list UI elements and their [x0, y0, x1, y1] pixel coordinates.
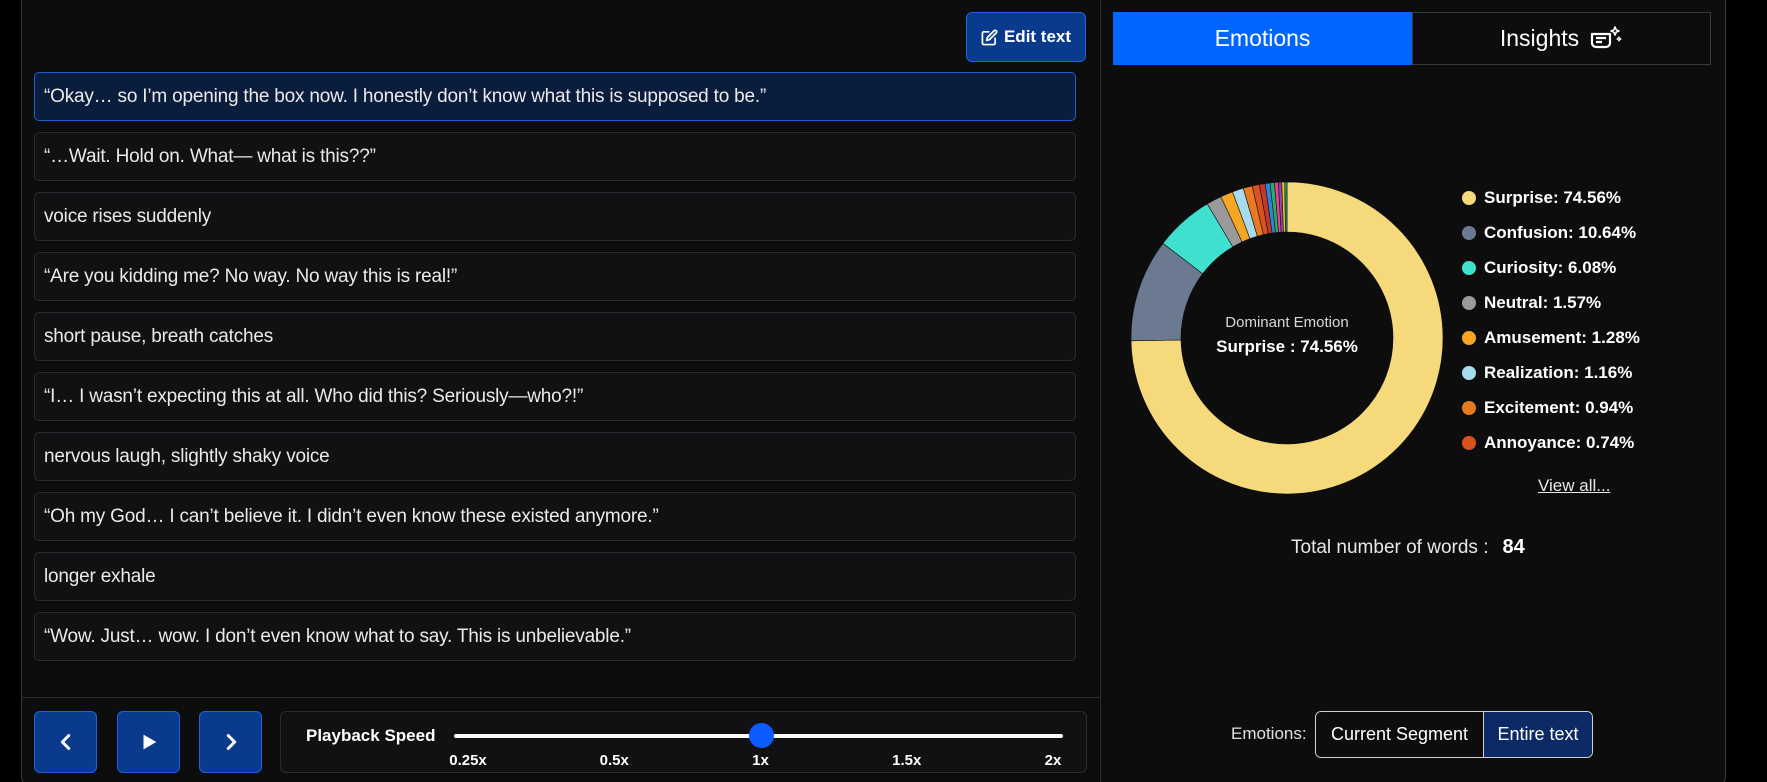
segment-item[interactable]: nervous laugh, slightly shaky voice [34, 432, 1076, 481]
segment-item[interactable]: “Okay… so I’m opening the box now. I hon… [34, 72, 1076, 121]
chevron-right-icon [226, 734, 236, 750]
playback-speed-panel: Playback Speed 0.25x 0.5x 1x 1.5x 2x [280, 711, 1087, 773]
legend-item-amusement: Amusement: 1.28% [1462, 320, 1640, 355]
segment-item[interactable]: voice rises suddenly [34, 192, 1076, 241]
legend-label: Surprise: 74.56% [1484, 187, 1622, 207]
emotion-legend: Surprise: 74.56% Confusion: 10.64% Curiosi… [1462, 180, 1640, 460]
emotions-scope-label: Emotions: [1231, 724, 1307, 743]
play-icon [143, 734, 156, 750]
legend-label: Annoyance: 0.74% [1484, 432, 1635, 452]
legend-label: Curiosity: 6.08% [1484, 257, 1617, 277]
legend-item-confusion: Confusion: 10.64% [1462, 215, 1640, 250]
playback-speed-thumb[interactable] [748, 723, 774, 748]
legend-item-realization: Realization: 1.16% [1462, 355, 1640, 390]
speed-tick: 1x [752, 752, 769, 769]
previous-button[interactable] [34, 711, 97, 773]
segment-item[interactable]: “Oh my God… I can’t believe it. I didn’t… [34, 492, 1076, 541]
next-button[interactable] [199, 711, 262, 773]
tab-insights-label: Insights [1499, 25, 1580, 51]
legend-dot [1462, 295, 1476, 310]
slice-other[interactable] [1284, 181, 1288, 233]
emotion-donut-chart [1130, 181, 1444, 495]
legend-dot [1462, 260, 1476, 275]
emotions-scope-toggle: Current Segment Entire text [1315, 711, 1593, 758]
slice-surprise[interactable] [1130, 181, 1444, 495]
dominant-emotion-value: Surprise : 74.56% [1216, 337, 1358, 356]
legend-dot [1462, 225, 1476, 240]
tab-emotions-label: Emotions [1214, 25, 1311, 51]
panel-divider [1100, 0, 1101, 782]
speed-tick: 1.5x [892, 752, 922, 769]
current-segment-button[interactable]: Current Segment [1316, 712, 1484, 757]
ai-sparkle-icon [1591, 25, 1622, 48]
chevron-left-icon [60, 734, 70, 750]
edit-icon [981, 29, 998, 45]
legend-item-annoyance: Annoyance: 0.74% [1462, 425, 1640, 460]
segment-item[interactable]: short pause, breath catches [34, 312, 1076, 361]
total-words: Total number of words : 84 [1291, 536, 1525, 559]
dominant-emotion-label: Dominant Emotion [1225, 314, 1349, 331]
view-all-link[interactable]: View all... [1538, 476, 1611, 495]
controls-divider [22, 697, 1100, 698]
legend-label: Neutral: 1.57% [1484, 292, 1602, 312]
tab-emotions[interactable]: Emotions [1113, 12, 1412, 65]
segment-item[interactable]: longer exhale [34, 552, 1076, 601]
legend-dot [1462, 190, 1476, 205]
play-button[interactable] [117, 711, 180, 773]
segment-item[interactable]: “Wow. Just… wow. I don’t even know what … [34, 612, 1076, 661]
total-words-value: 84 [1502, 536, 1525, 558]
legend-dot [1462, 365, 1476, 380]
speed-tick: 2x [1044, 752, 1062, 769]
edit-text-button[interactable]: Edit text [966, 12, 1086, 62]
legend-item-curiosity: Curiosity: 6.08% [1462, 250, 1640, 285]
legend-dot [1462, 330, 1476, 345]
speed-tick: 0.25x [449, 752, 487, 769]
legend-label: Confusion: 10.64% [1484, 222, 1637, 242]
playback-speed-label: Playback Speed [306, 726, 436, 745]
legend-dot [1462, 400, 1476, 415]
segment-item[interactable]: “Are you kidding me? No way. No way this… [34, 252, 1076, 301]
segment-item[interactable]: “I… I wasn’t expecting this at all. Who … [34, 372, 1076, 421]
total-words-label: Total number of words : [1291, 537, 1489, 558]
speed-tick: 0.5x [599, 752, 629, 769]
donut-center: Dominant Emotion Surprise : 74.56% [1129, 314, 1445, 357]
legend-label: Amusement: 1.28% [1484, 327, 1640, 347]
segment-item[interactable]: “…Wait. Hold on. What— what is this??” [34, 132, 1076, 181]
legend-item-surprise: Surprise: 74.56% [1462, 180, 1640, 215]
tab-insights[interactable]: Insights [1412, 12, 1711, 65]
legend-label: Realization: 1.16% [1484, 362, 1633, 382]
legend-item-excitement: Excitement: 0.94% [1462, 390, 1640, 425]
segment-list: “Okay… so I’m opening the box now. I hon… [34, 72, 1076, 672]
legend-dot [1462, 435, 1476, 450]
legend-label: Excitement: 0.94% [1484, 397, 1634, 417]
edit-text-label: Edit text [1003, 27, 1072, 46]
entire-text-button[interactable]: Entire text [1484, 712, 1592, 757]
legend-item-neutral: Neutral: 1.57% [1462, 285, 1640, 320]
